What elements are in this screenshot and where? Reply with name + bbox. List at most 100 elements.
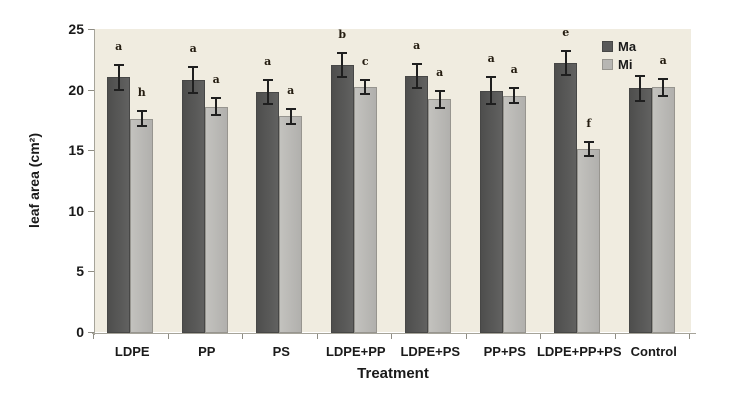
ma-legend-swatch xyxy=(602,41,613,52)
bar-ma-pp+ps xyxy=(479,90,503,333)
sig-letter: f xyxy=(586,116,592,130)
sig-letter: a xyxy=(436,65,444,79)
x-tick xyxy=(689,334,690,339)
y-tick-label: 15 xyxy=(68,142,84,159)
sig-letter: e xyxy=(562,25,570,39)
error-bar xyxy=(192,66,195,94)
sig-letter: a xyxy=(487,52,495,66)
sig-letter: a xyxy=(510,63,518,77)
error-bar-cap-bottom xyxy=(188,92,199,95)
error-bar-cap-top xyxy=(560,49,571,52)
bar-ma-ldpe+ps xyxy=(405,76,429,333)
error-bar xyxy=(140,111,143,126)
y-axis-title: leaf area (cm²) xyxy=(26,133,42,228)
error-bar-cap-top xyxy=(285,107,296,110)
x-tick xyxy=(316,334,318,339)
sig-letter: a xyxy=(189,41,197,55)
error-bar-cap-top xyxy=(583,140,594,143)
x-category-label: PP xyxy=(198,344,216,359)
error-bar-cap-top xyxy=(337,52,348,55)
y-tick xyxy=(88,332,94,333)
error-bar xyxy=(490,77,493,105)
error-bar xyxy=(117,65,120,90)
error-bar xyxy=(266,79,269,105)
sig-letter: c xyxy=(361,54,369,68)
y-tick xyxy=(88,150,94,152)
x-category-label: Control xyxy=(630,344,677,359)
error-bar xyxy=(662,78,665,96)
sig-letter: b xyxy=(338,28,347,42)
mi-legend-swatch xyxy=(602,59,613,70)
y-tick-label: 0 xyxy=(76,324,84,340)
error-bar-cap-bottom xyxy=(262,103,273,106)
error-bar xyxy=(341,53,344,78)
error-bar-cap-top xyxy=(211,97,222,100)
error-bar-cap-top xyxy=(509,87,520,90)
error-bar xyxy=(215,98,218,116)
error-bar-cap-top xyxy=(113,64,124,67)
error-bar-cap-bottom xyxy=(113,88,124,91)
error-bar-cap-bottom xyxy=(434,106,445,109)
x-tick xyxy=(93,334,94,339)
sig-letter: a xyxy=(115,40,123,54)
error-bar xyxy=(415,64,418,89)
bar-mi-ldpe+ps xyxy=(428,99,452,333)
error-bar xyxy=(364,79,367,95)
bar-ma-ps xyxy=(256,92,280,333)
bar-ma-ldpe+pp xyxy=(330,65,354,333)
error-bar-cap-bottom xyxy=(658,94,669,97)
x-category-label: LDPE+PP xyxy=(325,344,386,359)
y-tick-label: 25 xyxy=(68,21,84,37)
bar-mi-ldpe+pp+ps xyxy=(577,148,601,333)
sig-letter: a xyxy=(264,54,272,68)
y-tick xyxy=(88,271,94,273)
bar-ma-ldpe xyxy=(107,77,131,333)
x-category-label: PP+PS xyxy=(483,344,526,359)
error-bar xyxy=(513,88,516,103)
x-tick xyxy=(614,334,616,339)
bar-mi-control xyxy=(651,87,675,333)
error-bar-cap-bottom xyxy=(136,124,147,127)
y-tick xyxy=(88,210,94,212)
x-category-label: LDPE+PS xyxy=(400,344,461,359)
x-axis-line xyxy=(92,333,696,334)
sig-letter: a xyxy=(659,53,667,67)
y-tick-label: 20 xyxy=(68,81,84,98)
y-axis-line xyxy=(94,29,95,335)
y-tick xyxy=(88,89,94,91)
error-bar-cap-top xyxy=(486,76,497,79)
error-bar xyxy=(438,90,441,108)
x-tick xyxy=(540,334,541,339)
error-bar xyxy=(587,141,590,157)
error-bar-cap-bottom xyxy=(583,155,594,158)
bar-mi-ldpe xyxy=(130,118,154,333)
error-bar xyxy=(639,76,642,101)
error-bar-cap-top xyxy=(434,89,445,92)
legend-label: Mi xyxy=(618,57,633,72)
x-tick xyxy=(167,334,169,339)
y-tick-label: 5 xyxy=(76,263,84,280)
x-tick xyxy=(465,334,467,339)
error-bar-cap-bottom xyxy=(360,93,371,96)
error-bar xyxy=(564,50,567,76)
sig-letter: a xyxy=(287,83,295,97)
error-bar-cap-bottom xyxy=(635,99,646,102)
error-bar xyxy=(289,108,292,124)
error-bar-cap-top xyxy=(262,78,273,81)
x-category-label: LDPE+PP+PS xyxy=(536,344,622,359)
bar-mi-ldpe+pp xyxy=(353,87,377,333)
y-tick xyxy=(88,29,94,30)
legend: Ma Mi xyxy=(602,39,636,72)
error-bar-cap-top xyxy=(635,75,646,78)
legend-item-mi: Mi xyxy=(602,57,636,72)
error-bar-cap-top xyxy=(188,65,199,68)
sig-letter: a xyxy=(413,39,421,53)
bar-ma-ldpe+pp+ps xyxy=(554,62,578,333)
error-bar-cap-bottom xyxy=(411,87,422,90)
error-bar-cap-top xyxy=(360,78,371,81)
error-bar-cap-bottom xyxy=(285,122,296,125)
y-tick-label: 10 xyxy=(68,202,84,219)
sig-letter: h xyxy=(137,86,146,100)
sig-letter: a xyxy=(212,73,220,87)
